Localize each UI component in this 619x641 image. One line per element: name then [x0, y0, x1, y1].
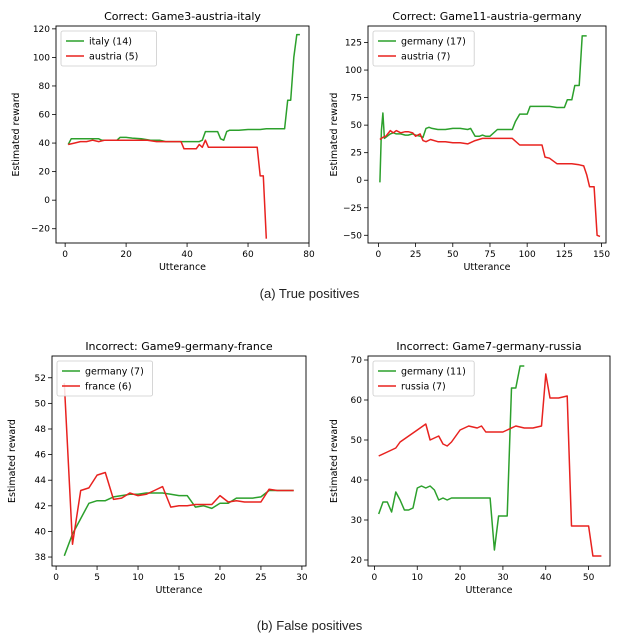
- plot-frame: [51, 355, 307, 567]
- legend-label: austria (7): [401, 52, 450, 63]
- legend-label: germany (17): [401, 37, 466, 48]
- y-tick-label: 42: [35, 502, 46, 512]
- legend-label: germany (7): [85, 367, 144, 378]
- y-tick-label: 38: [35, 553, 47, 563]
- x-tick-label: 125: [556, 250, 573, 260]
- y-tick-label: 40: [351, 476, 363, 486]
- x-tick-label: 50: [583, 573, 595, 583]
- y-axis-label: Estimated reward: [329, 419, 340, 503]
- legend-box: [56, 360, 153, 397]
- y-tick-label: 0: [356, 176, 362, 186]
- x-tick-label: 0: [62, 250, 68, 260]
- series-line-austria: [379, 129, 601, 238]
- plot-frame: [367, 25, 607, 244]
- y-tick-label: −20: [31, 225, 50, 235]
- x-tick-label: 0: [372, 573, 378, 583]
- y-tick-label: 70: [351, 356, 363, 366]
- y-tick-label: 50: [351, 436, 363, 446]
- x-axis-label: Utterance: [155, 585, 202, 596]
- y-tick-label: 80: [39, 82, 51, 92]
- series-line-germany: [379, 35, 587, 183]
- series-line-germany: [63, 489, 294, 557]
- x-tick-label: 60: [242, 250, 254, 260]
- legend-label: italy (14): [89, 37, 132, 48]
- x-tick-label: 75: [484, 250, 495, 260]
- x-tick-label: 40: [181, 250, 193, 260]
- y-tick-label: 40: [35, 527, 47, 537]
- y-tick-label: 125: [345, 39, 362, 49]
- x-axis-label: Utterance: [159, 262, 206, 273]
- x-tick-label: 25: [255, 573, 266, 583]
- y-axis-label: Estimated reward: [329, 93, 340, 177]
- legend-box: [60, 30, 157, 67]
- y-tick-label: 100: [33, 53, 50, 63]
- chart-3: Incorrect: Game9-germany-france 0 5 10 15 20 2…: [7, 340, 308, 596]
- x-tick-label: 10: [132, 573, 144, 583]
- x-tick-label: 20: [120, 250, 132, 260]
- y-tick-label: 100: [345, 66, 362, 76]
- legend-label: russia (7): [401, 382, 446, 393]
- y-tick-label: 40: [39, 139, 51, 149]
- plot-frame: [367, 355, 611, 567]
- x-tick-label: 10: [412, 573, 424, 583]
- y-tick-label: 0: [44, 196, 50, 206]
- series-line-austria: [68, 139, 268, 239]
- chart-title: Incorrect: Game7-germany-russia: [396, 340, 581, 353]
- chart-title: Incorrect: Game9-germany-france: [85, 340, 273, 353]
- chart-title: Correct: Game11-austria-germany: [392, 10, 582, 23]
- y-tick-label: 46: [35, 451, 47, 461]
- legend-label: france (6): [85, 382, 132, 393]
- y-tick-label: 20: [39, 168, 51, 178]
- y-tick-label: −50: [343, 231, 362, 241]
- y-tick-label: 44: [35, 476, 47, 486]
- chart-title: Correct: Game3-austria-italy: [104, 10, 261, 23]
- chart-2: Correct: Game11-austria-germany 0 25 50 75 10…: [329, 10, 610, 273]
- y-tick-label: 30: [351, 516, 363, 526]
- y-tick-label: 75: [351, 94, 362, 104]
- y-tick-label: −25: [343, 204, 362, 214]
- x-tick-label: 0: [53, 573, 59, 583]
- y-tick-label: 20: [351, 556, 363, 566]
- chart-1: Correct: Game3-austria-italy 0 20 40 60 80 −20…: [11, 10, 315, 273]
- x-tick-label: 150: [593, 250, 610, 260]
- x-axis-label: Utterance: [463, 262, 510, 273]
- x-tick-label: 15: [173, 573, 184, 583]
- caption-true-positives: (a) True positives: [259, 286, 360, 301]
- series-line-germany: [377, 365, 525, 551]
- y-tick-label: 60: [39, 111, 51, 121]
- x-tick-label: 30: [497, 573, 509, 583]
- y-axis-label: Estimated reward: [11, 93, 22, 177]
- x-tick-label: 30: [296, 573, 308, 583]
- plot-frame: [55, 25, 310, 244]
- legend-label: austria (5): [89, 52, 138, 63]
- x-tick-label: 20: [454, 573, 466, 583]
- y-tick-label: 52: [35, 374, 46, 384]
- x-tick-label: 40: [540, 573, 552, 583]
- series-line-france: [63, 382, 294, 545]
- caption-false-positives: (b) False positives: [256, 618, 363, 633]
- y-tick-label: 48: [35, 425, 47, 435]
- y-tick-label: 120: [33, 25, 50, 35]
- y-tick-label: 60: [351, 396, 363, 406]
- x-tick-label: 5: [94, 573, 100, 583]
- x-tick-label: 20: [214, 573, 226, 583]
- x-tick-label: 100: [519, 250, 536, 260]
- x-tick-label: 0: [376, 250, 382, 260]
- legend-label: germany (11): [401, 367, 466, 378]
- x-tick-label: 80: [303, 250, 315, 260]
- y-axis-label: Estimated reward: [7, 419, 18, 503]
- legend-box: [372, 360, 475, 397]
- y-tick-label: 50: [35, 399, 47, 409]
- x-tick-label: 25: [410, 250, 421, 260]
- y-tick-label: 25: [351, 149, 362, 159]
- x-axis-label: Utterance: [465, 585, 512, 596]
- y-tick-label: 50: [351, 121, 363, 131]
- x-tick-label: 50: [447, 250, 459, 260]
- chart-4: Incorrect: Game7-germany-russia 0 10 20 30 40…: [329, 340, 611, 596]
- legend-box: [372, 30, 475, 67]
- series-line-russia: [378, 373, 602, 557]
